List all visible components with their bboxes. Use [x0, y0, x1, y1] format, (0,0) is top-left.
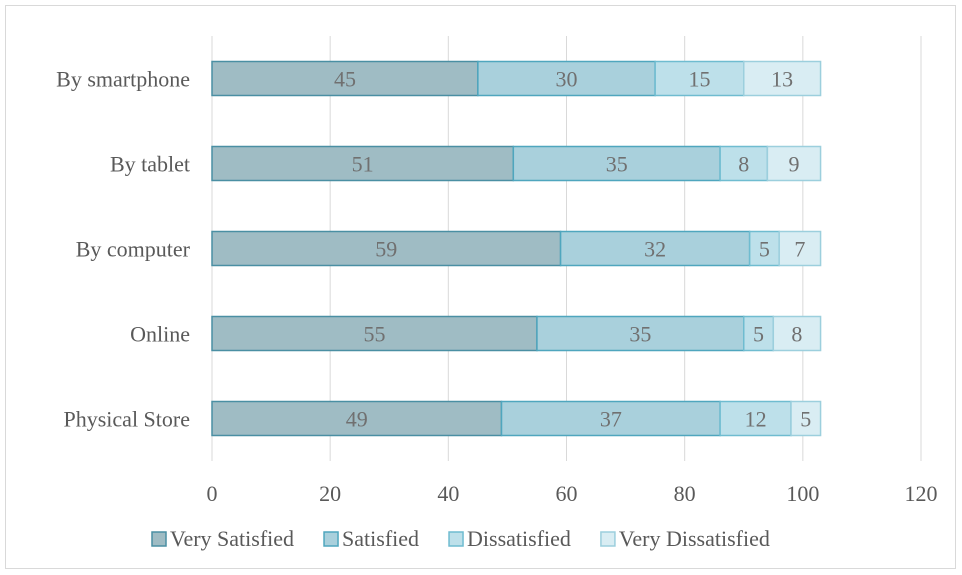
x-tick-label: 120	[905, 481, 938, 506]
x-axis-tick-labels: 0 20 40 60 80 100 120	[207, 481, 938, 506]
x-tick-label: 40	[437, 481, 459, 506]
bar-segment	[743, 60, 822, 97]
data-label: 15	[688, 67, 710, 92]
data-label: 49	[346, 407, 368, 432]
bars	[211, 60, 822, 437]
data-label: 35	[606, 152, 628, 177]
bar-segment	[654, 60, 745, 97]
bar-segment	[536, 315, 745, 352]
data-label: 8	[738, 152, 749, 177]
data-label: 7	[794, 237, 805, 262]
category-labels: By smartphone By tablet By computer Online P…	[56, 67, 190, 432]
x-tick-label: 0	[207, 481, 218, 506]
bar-segment	[211, 315, 538, 352]
legend-label: Satisfied	[342, 526, 419, 551]
legend-label: Very Satisfied	[170, 526, 294, 551]
category-label: By tablet	[110, 152, 190, 177]
legend-swatch	[448, 531, 464, 547]
x-tick-label: 80	[674, 481, 696, 506]
data-label: 45	[334, 67, 356, 92]
legend-swatch	[323, 531, 339, 547]
data-label: 30	[556, 67, 578, 92]
category-label: By computer	[76, 237, 191, 262]
bar-segment	[772, 315, 822, 352]
legend-label: Very Dissatisfied	[619, 526, 770, 551]
data-label: 9	[788, 152, 799, 177]
data-label: 8	[791, 322, 802, 347]
data-label: 5	[753, 322, 764, 347]
data-label: 5	[759, 237, 770, 262]
x-tick-label: 100	[786, 481, 819, 506]
data-label: 35	[629, 322, 651, 347]
data-label: 37	[600, 407, 622, 432]
legend-label: Dissatisfied	[467, 526, 571, 551]
legend: Very Satisfied Satisfied Dissatisfied Very …	[151, 526, 770, 551]
bar-segment	[211, 60, 479, 97]
bar-segment	[512, 145, 721, 182]
data-label: 55	[363, 322, 385, 347]
category-label: Physical Store	[64, 407, 191, 432]
data-label: 13	[771, 67, 793, 92]
data-label: 12	[745, 407, 767, 432]
bar-segment	[477, 60, 656, 97]
data-label: 32	[644, 237, 666, 262]
legend-swatch	[600, 531, 616, 547]
x-tick-label: 20	[319, 481, 341, 506]
bar-segment	[790, 400, 822, 437]
bar-segment	[211, 230, 562, 267]
data-label: 59	[375, 237, 397, 262]
bar-segment	[719, 400, 792, 437]
bar-segment	[748, 230, 780, 267]
x-tick-label: 60	[556, 481, 578, 506]
bar-segment	[211, 145, 515, 182]
data-label: 5	[800, 407, 811, 432]
category-label: By smartphone	[56, 67, 190, 92]
category-label: Online	[130, 322, 190, 347]
bar-segment	[766, 145, 822, 182]
chart-frame: 45 30 15 13 51 35 8 9 59 32 5 7 55 35 5 8 49 37 12 5 By sma…	[5, 5, 956, 569]
data-label: 51	[352, 152, 374, 177]
bar-segment	[211, 400, 503, 437]
legend-swatch	[151, 531, 167, 547]
bar-segment	[778, 230, 822, 267]
